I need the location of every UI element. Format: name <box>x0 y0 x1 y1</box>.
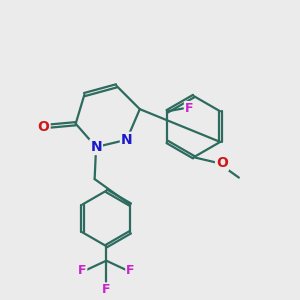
Text: F: F <box>102 283 110 296</box>
Text: F: F <box>126 264 135 278</box>
Text: F: F <box>78 264 86 278</box>
Text: O: O <box>38 120 50 134</box>
Text: N: N <box>90 140 102 154</box>
Text: N: N <box>121 133 133 147</box>
Text: O: O <box>216 156 228 170</box>
Text: F: F <box>185 102 193 115</box>
